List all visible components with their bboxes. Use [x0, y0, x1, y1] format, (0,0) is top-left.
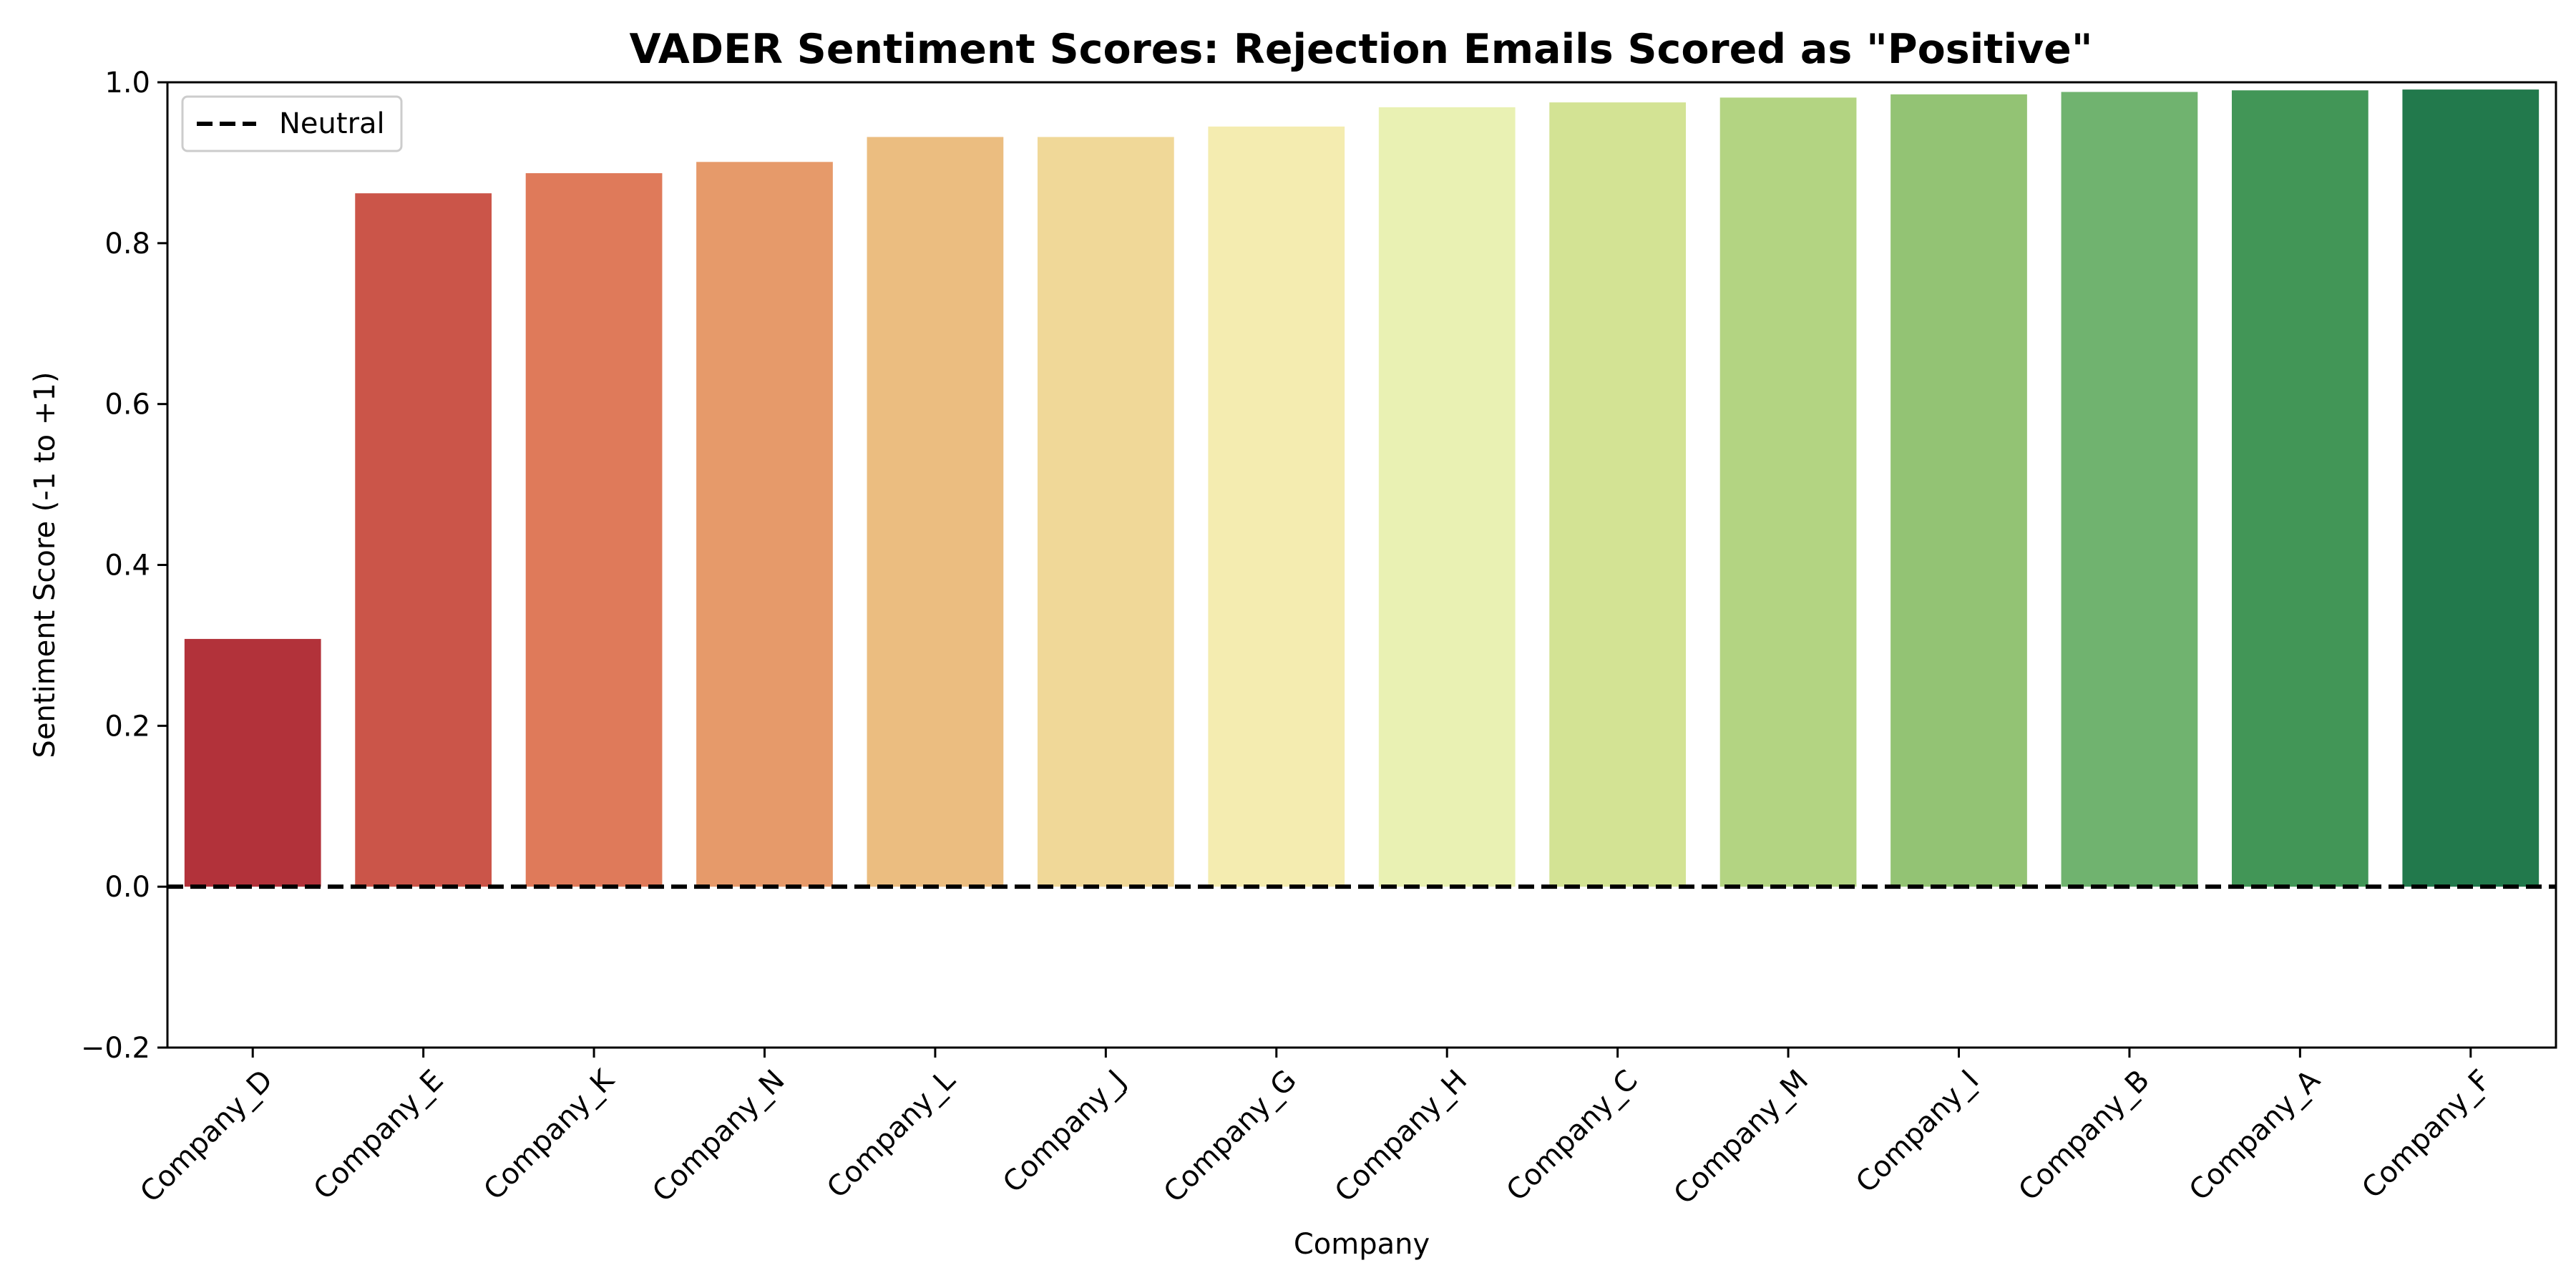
- x-tick-label: Company_N: [646, 1064, 791, 1209]
- y-tick-label: 0.4: [104, 550, 150, 582]
- bar-company-m: [1719, 97, 1857, 887]
- x-tick-label: Company_H: [1329, 1064, 1473, 1209]
- bar-company-b: [2061, 92, 2198, 887]
- y-tick-label: 0.0: [104, 871, 150, 904]
- bar-company-l: [867, 137, 1004, 887]
- x-tick-label: Company_F: [2356, 1064, 2497, 1206]
- x-tick-label: Company_C: [1501, 1064, 1644, 1208]
- x-tick-label: Company_L: [821, 1063, 962, 1204]
- bar-company-c: [1549, 102, 1687, 887]
- y-tick-label: 0.8: [104, 228, 150, 260]
- legend-label-neutral: Neutral: [279, 107, 385, 140]
- x-tick-label: Company_G: [1158, 1064, 1303, 1209]
- x-tick-label: Company_M: [1668, 1064, 1815, 1211]
- bar-group: [184, 89, 2540, 887]
- y-tick-label: −0.2: [81, 1032, 150, 1065]
- x-tick-label: Company_I: [1850, 1064, 1986, 1200]
- bar-company-g: [1208, 126, 1345, 887]
- bar-company-a: [2231, 90, 2368, 887]
- bar-company-k: [525, 173, 663, 887]
- y-tick-label: 0.2: [104, 710, 150, 743]
- bar-company-d: [184, 638, 321, 887]
- x-tick-label: Company_K: [477, 1063, 621, 1206]
- bar-company-e: [355, 193, 492, 887]
- y-axis-label: Sentiment Score (-1 to +1): [29, 372, 62, 758]
- bar-company-h: [1378, 107, 1516, 887]
- x-tick-label: Company_A: [2183, 1063, 2327, 1207]
- bar-company-n: [696, 162, 833, 887]
- legend: Neutral: [181, 95, 403, 152]
- y-tick-label: 0.6: [104, 389, 150, 421]
- bar-company-f: [2402, 89, 2540, 887]
- legend-box: [181, 95, 403, 152]
- y-tick-label: 1.0: [104, 67, 150, 99]
- y-axis: −0.2 0.0 0.2 0.4 0.6 0.8 1.0: [81, 67, 167, 1065]
- chart-title: VADER Sentiment Scores: Rejection Emails…: [629, 26, 2092, 73]
- x-tick-label: Company_B: [2012, 1064, 2156, 1208]
- bar-company-j: [1037, 137, 1174, 887]
- x-axis: Company_D Company_E Company_K Company_N Comp…: [134, 1048, 2497, 1211]
- x-tick-label: Company_E: [308, 1064, 450, 1206]
- x-axis-label: Company: [1294, 1228, 1430, 1261]
- x-tick-label: Company_J: [997, 1064, 1133, 1200]
- x-tick-label: Company_D: [134, 1064, 279, 1209]
- bar-company-i: [1890, 94, 2027, 887]
